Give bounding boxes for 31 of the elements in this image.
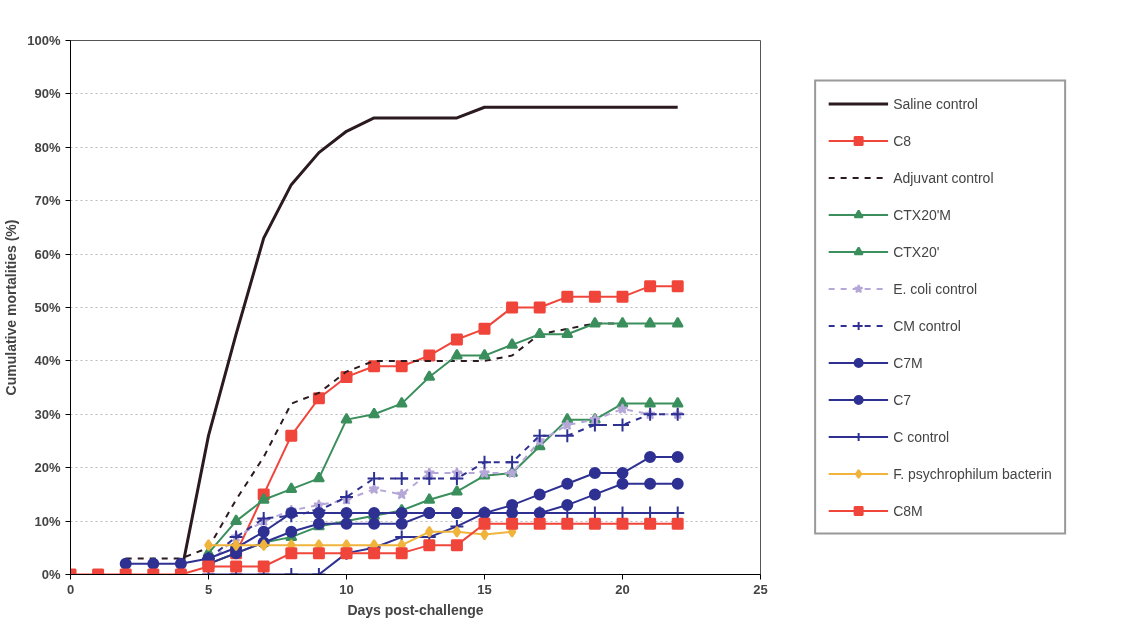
y-tick-label: 0% xyxy=(41,567,61,582)
y-tick-label: 90% xyxy=(34,86,61,102)
y-tick-label: 80% xyxy=(34,139,61,155)
x-tick-label: 10 xyxy=(339,581,354,597)
legend-label: CTX20'M xyxy=(893,206,952,223)
y-tick-label: 40% xyxy=(34,353,61,369)
x-tick-label: 0 xyxy=(66,581,75,597)
legend-label: CTX20' xyxy=(893,243,940,260)
legend-label: Saline control xyxy=(893,95,978,112)
y-tick-label: 50% xyxy=(34,300,61,315)
y-tick-label: 10% xyxy=(34,513,61,529)
x-tick-label: 25 xyxy=(753,581,768,597)
legend-label: E. coli control xyxy=(893,280,978,297)
legend-label: C7 xyxy=(893,391,913,408)
x-tick-label: 15 xyxy=(477,581,492,597)
y-tick-label: 20% xyxy=(34,460,61,476)
legend-label: Adjuvant control xyxy=(893,169,994,186)
legend-label: C8M xyxy=(893,502,923,519)
legend-label: C7M xyxy=(893,354,923,371)
x-axis-title: Days post-challenge xyxy=(347,601,484,618)
y-axis-title: Cumulative mortalities (%) xyxy=(3,219,20,396)
y-tick-label: 30% xyxy=(34,406,61,422)
x-tick-label: 5 xyxy=(204,581,213,597)
y-tick-label: 100% xyxy=(27,33,61,48)
legend-label: F. psychrophilum bacterin xyxy=(893,465,1052,482)
x-tick-label: 20 xyxy=(615,581,630,597)
legend-label: C control xyxy=(893,428,950,445)
legend-label: C8 xyxy=(893,132,913,149)
y-tick-label: 70% xyxy=(34,193,61,209)
legend-label: CM control xyxy=(893,317,961,334)
y-tick-label: 60% xyxy=(34,246,61,262)
